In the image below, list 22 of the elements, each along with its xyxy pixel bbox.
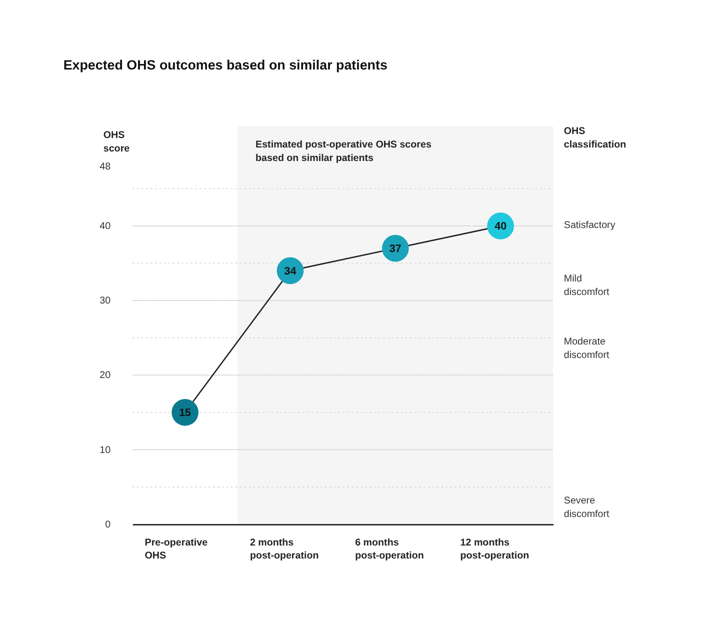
text: Satisfactory (564, 220, 616, 232)
text: Mild discomfort (564, 274, 610, 298)
text: OHS classification (564, 126, 626, 150)
y-axis-title: OHS score (103, 130, 130, 154)
y-tick-label: 48 (100, 161, 112, 172)
band-label: Estimated post-operative OHS scores based on similar patients (256, 139, 432, 164)
y-tick-label: 30 (100, 296, 112, 307)
x-tick-label: Pre-operative OHS (144, 537, 208, 562)
y-tick-label: 0 (105, 519, 112, 530)
data-label: 40 (494, 220, 507, 233)
y-tick-label: 20 (100, 370, 112, 382)
text: Severe discomfort (564, 496, 610, 520)
chart-title: Expected OHS outcomes based on similar patients (63, 58, 388, 73)
data-label: 34 (284, 265, 296, 278)
x-tick-label: 2 months post-operation (250, 537, 319, 562)
data-label: 15 (179, 406, 192, 419)
y-tick-label: 10 (100, 444, 112, 456)
text: Moderate discomfort (564, 336, 610, 361)
y-tick-label: 40 (100, 221, 112, 232)
x-tick-label: 12 months post-operation (460, 537, 530, 562)
data-label: 37 (389, 242, 402, 255)
x-tick-label: 6 months post-operation (355, 537, 424, 562)
